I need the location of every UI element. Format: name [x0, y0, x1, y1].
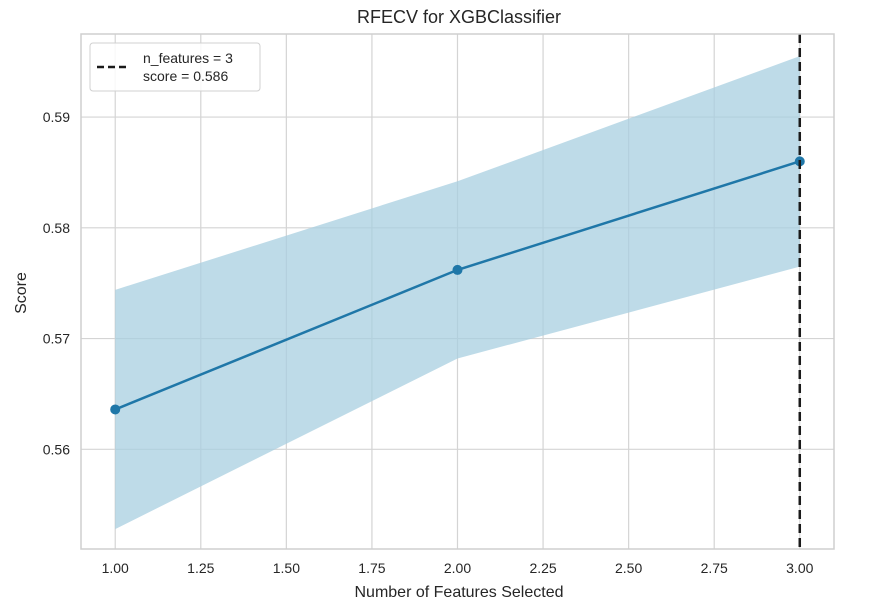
legend: n_features = 3 score = 0.586	[89, 42, 261, 92]
y-tick-label: 0.56	[43, 441, 70, 457]
x-tick-label: 3.00	[786, 560, 813, 576]
score-point	[452, 264, 463, 275]
x-tick-label: 2.25	[529, 560, 556, 576]
x-axis-title: Number of Features Selected	[355, 584, 564, 601]
x-tick-label: 1.50	[273, 560, 300, 576]
y-tick-labels: 0.56 0.57 0.58 0.59	[43, 109, 70, 457]
x-tick-label: 2.00	[444, 560, 471, 576]
x-tick-label: 1.75	[358, 560, 385, 576]
x-tick-labels: 1.00 1.25 1.50 1.75 2.00 2.25 2.50 2.75 3.00	[102, 560, 814, 576]
chart-title: RFECV for XGBClassifier	[357, 7, 561, 27]
y-tick-label: 0.58	[43, 220, 70, 236]
x-tick-label: 1.00	[102, 560, 129, 576]
y-axis-title: Score	[13, 272, 30, 314]
legend-label-n-features: n_features = 3	[143, 50, 233, 66]
confidence-band	[115, 56, 800, 530]
y-tick-label: 0.59	[43, 109, 70, 125]
x-tick-label: 1.25	[187, 560, 214, 576]
legend-box	[89, 42, 261, 92]
x-tick-label: 2.75	[701, 560, 728, 576]
y-tick-label: 0.57	[43, 331, 70, 347]
score-point	[110, 404, 121, 415]
confidence-band-layer	[115, 56, 800, 530]
legend-label-score: score = 0.586	[143, 68, 228, 84]
x-tick-label: 2.50	[615, 560, 642, 576]
plot-frame	[80, 33, 835, 550]
